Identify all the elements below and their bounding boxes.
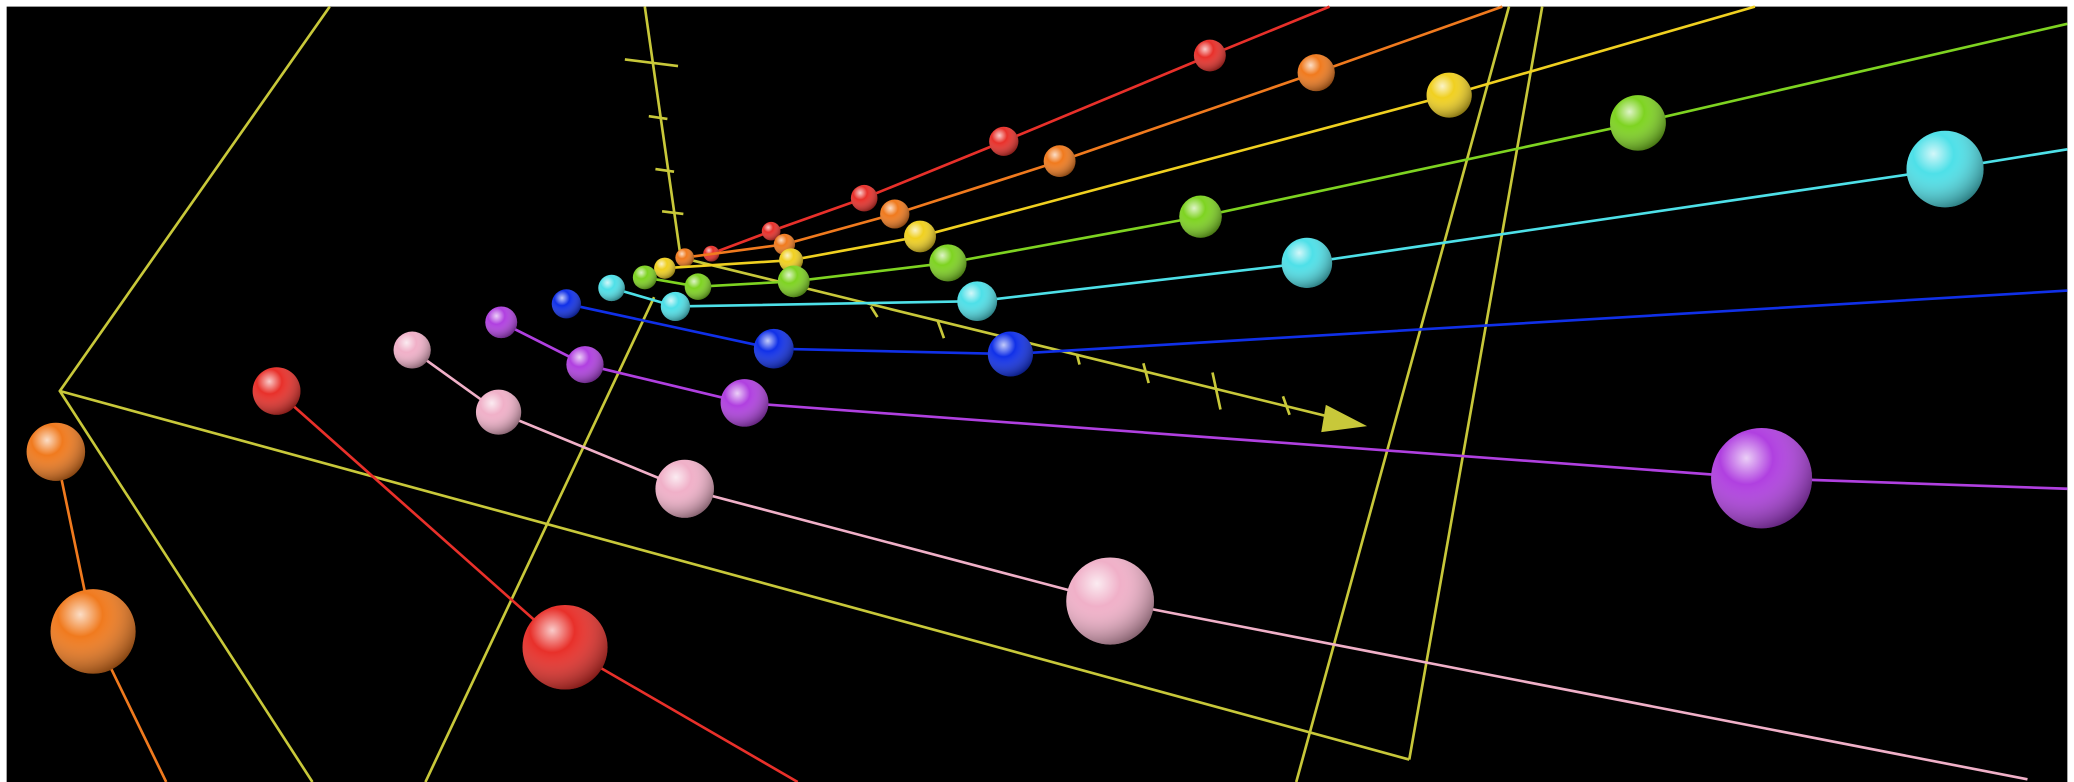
tick — [661, 210, 684, 216]
sphere-shading — [1297, 54, 1335, 92]
trajectory — [654, 5, 1756, 279]
sphere-shading — [720, 379, 769, 427]
sphere-shading — [1179, 195, 1222, 238]
trajectory — [485, 306, 2068, 529]
trajectory-line — [684, 5, 1503, 259]
sphere-shading — [850, 184, 878, 212]
tick — [624, 58, 679, 68]
tick — [648, 114, 668, 121]
tick — [1142, 362, 1150, 384]
sphere-shading — [1711, 427, 1813, 529]
bounding-box — [58, 5, 1544, 782]
box-edge — [424, 296, 656, 782]
sphere-shading — [660, 291, 691, 321]
sphere-shading — [655, 459, 714, 518]
sphere-shading — [1610, 95, 1666, 151]
box-edge — [1407, 6, 1544, 760]
sphere-shading — [1426, 72, 1472, 118]
tick — [869, 305, 879, 318]
sphere-shading — [252, 367, 301, 415]
axis-ticks — [624, 58, 1291, 416]
box-edge — [1294, 6, 1511, 782]
axis-arrow — [1321, 404, 1368, 433]
sphere-shading — [753, 328, 794, 369]
trajectory — [703, 5, 1330, 262]
sphere-shading — [393, 331, 431, 369]
sphere-shading — [777, 265, 810, 298]
trajectory — [551, 289, 2068, 377]
sphere-shading — [566, 346, 604, 384]
sphere-shading — [654, 257, 676, 279]
trajectory-line — [710, 5, 1330, 255]
sphere-shading — [1906, 130, 1984, 208]
trajectory — [598, 130, 2068, 321]
tick — [655, 167, 675, 174]
trajectory — [252, 367, 799, 782]
trajectory — [632, 22, 2068, 300]
trajectories — [26, 5, 2068, 782]
tick — [936, 319, 946, 339]
sphere-shading — [475, 389, 522, 435]
axis-z — [643, 6, 683, 258]
sphere-shading — [684, 273, 712, 300]
sphere-shading — [929, 244, 967, 282]
trajectory — [26, 422, 168, 782]
sphere-shading — [904, 220, 936, 253]
sphere-shading — [1066, 557, 1154, 645]
sphere-shading — [989, 126, 1019, 156]
sphere-shading — [880, 199, 910, 229]
sphere-shading — [551, 289, 581, 319]
sphere-shading — [632, 265, 657, 290]
sphere-shading — [957, 281, 998, 321]
viewport — [6, 6, 2068, 782]
sphere-shading — [675, 248, 694, 267]
tick — [1281, 395, 1291, 416]
sphere-shading — [485, 306, 518, 339]
sphere-shading — [50, 589, 136, 674]
tick — [1211, 372, 1222, 410]
sphere-shading — [761, 221, 781, 241]
trajectory-line — [566, 289, 2068, 356]
sphere-shading — [522, 604, 608, 690]
box-edge — [59, 389, 1410, 761]
sphere-shading — [1281, 237, 1333, 288]
sphere-shading — [26, 422, 86, 481]
trajectory — [393, 331, 2028, 781]
sphere-shading — [598, 274, 625, 302]
sphere-shading — [987, 331, 1034, 377]
sphere-shading — [1193, 39, 1226, 72]
tick — [1075, 353, 1081, 365]
sphere-shading — [1043, 145, 1076, 178]
trajectory — [675, 5, 1503, 267]
